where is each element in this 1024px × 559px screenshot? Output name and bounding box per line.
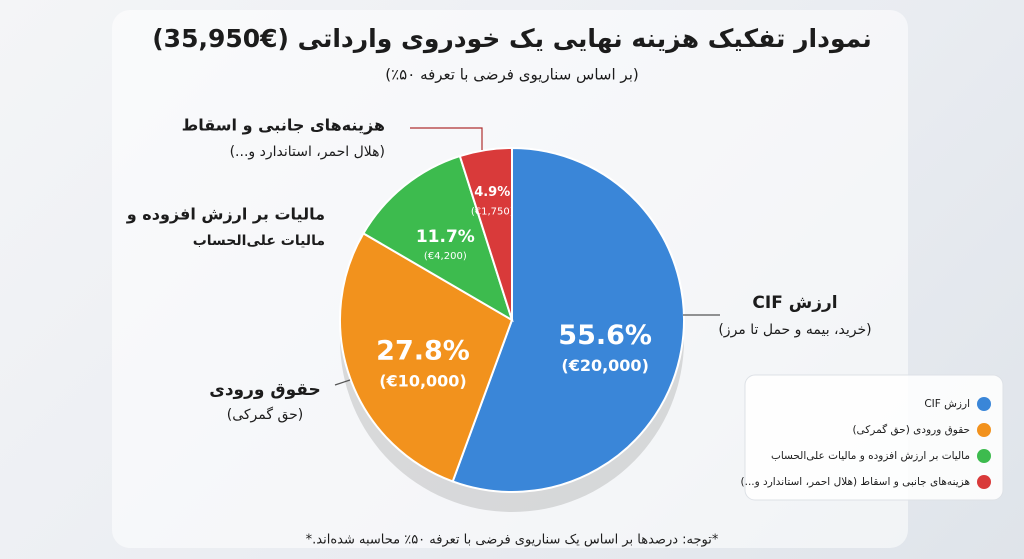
value-label: 27.8% bbox=[376, 336, 470, 367]
slice bbox=[362, 154, 514, 323]
legend-label: هزینه‌های جانبی و اسقاط (هلال احمر، استا… bbox=[741, 476, 970, 488]
legend: ارزش CIF حقوق ورودی (حق گمرکی) مالیات بر ا… bbox=[741, 397, 991, 489]
value-label: 4.9% bbox=[474, 185, 510, 200]
legend-swatch bbox=[977, 475, 991, 489]
slice bbox=[458, 146, 513, 321]
legend-label: ارزش CIF bbox=[924, 398, 970, 410]
callout-subtitle: (حق گمرکی) bbox=[227, 406, 304, 423]
leader-line bbox=[334, 379, 351, 386]
slice bbox=[451, 146, 685, 493]
amount-label: (€20,000) bbox=[561, 356, 649, 375]
footnote: *توجه: درصدها بر اساس یک سناریوی فرضی با… bbox=[306, 533, 719, 548]
amount-label: (€10,000) bbox=[379, 372, 467, 391]
legend-box bbox=[744, 374, 1004, 501]
callout-title: ارزش CIF bbox=[752, 293, 837, 313]
legend-swatch bbox=[977, 449, 991, 463]
callout-subtitle: (هلال احمر، استاندارد و...) bbox=[230, 144, 385, 160]
callout-title: مالیات بر ارزش افزوده و bbox=[126, 205, 325, 224]
legend-label: حقوق ورودی (حق گمرکی) bbox=[852, 423, 970, 436]
value-label: 11.7% bbox=[416, 227, 475, 247]
callout-title: هزینه‌های جانبی و اسقاط bbox=[182, 116, 385, 135]
legend-label: مالیات بر ارزش افزوده و مالیات علی‌الحسا… bbox=[771, 450, 970, 462]
callout-subtitle: (خرید، بیمه و حمل تا مرز) bbox=[718, 322, 871, 338]
callout-subtitle: مالیات علی‌الحساب bbox=[193, 233, 325, 249]
amount-label: (€4,200) bbox=[424, 251, 467, 262]
chart-subtitle: (بر اساس سناریوی فرضی با تعرفه ۵۰٪) bbox=[385, 66, 638, 84]
amount-label: (€1,750) bbox=[471, 207, 514, 218]
value-label: 55.6% bbox=[558, 320, 652, 351]
callouts: ارزش CIF (خرید، بیمه و حمل تا مرز) حقوق ور… bbox=[126, 116, 872, 424]
chart-title: نمودار تفکیک هزینه نهایی یک خودروی واردا… bbox=[152, 24, 872, 54]
pie: 55.6% (€20,000) 27.8% (€10,000) 11.7% (€4,200… bbox=[339, 146, 685, 493]
legend-swatch bbox=[977, 423, 991, 437]
legend-swatch bbox=[977, 397, 991, 411]
callout-title: حقوق ورودی bbox=[209, 380, 321, 400]
leader-line bbox=[410, 127, 483, 150]
